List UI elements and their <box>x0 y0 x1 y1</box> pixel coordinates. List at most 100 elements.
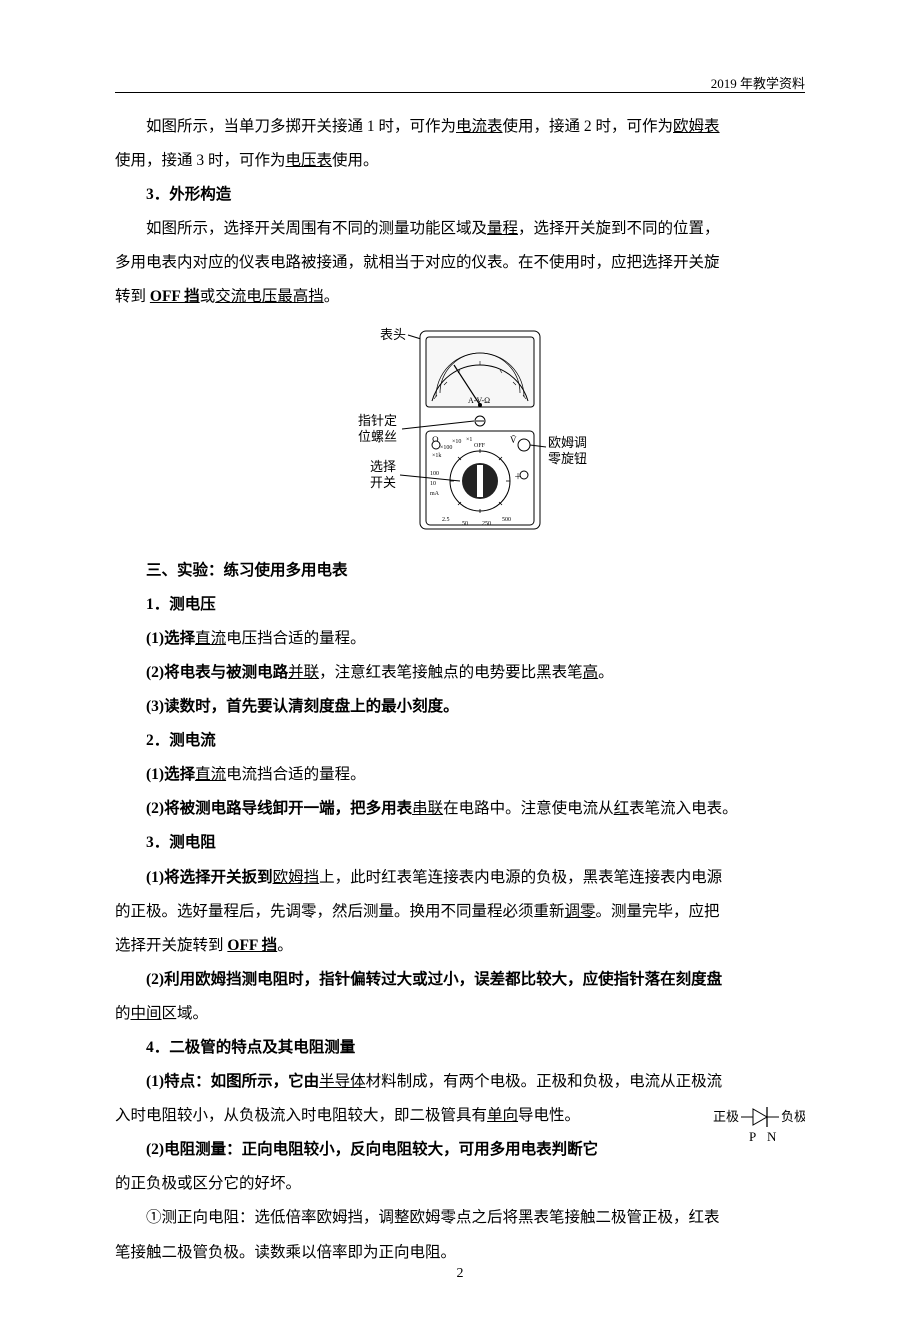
u-off: OFF 挡 <box>150 288 200 305</box>
text: 。 <box>598 664 614 681</box>
text: (1)将选择开关扳到 <box>146 869 273 886</box>
diode-n: N <box>767 1129 777 1144</box>
text: (2)将被测电路导线卸开一端，把多用表 <box>146 800 412 817</box>
d-step2a: (2)电阻测量：正向电阻较小，反向电阻较大，可用多用电表判断它 <box>115 1133 805 1167</box>
i-step1: (1)选择直流电流挡合适的量程。 <box>115 758 805 792</box>
title-measure-v: 1．测电压 <box>115 588 805 622</box>
u-parallel: 并联 <box>288 664 319 681</box>
panel-text: A-V-Ω <box>468 396 490 405</box>
header-right: 2019 年教学资料 <box>711 70 805 99</box>
u-dc-i: 直流 <box>195 766 226 783</box>
label-ohm-adj-1: 欧姆调 <box>548 435 587 450</box>
text: (2)将电表与被测电路 <box>146 664 288 681</box>
dial-ma: mA <box>430 491 440 497</box>
text: 如图所示，选择开关周围有不同的测量功能区域及 <box>146 220 487 237</box>
v-step2: (2)将电表与被测电路并联，注意红表笔接触点的电势要比黑表笔高。 <box>115 656 805 690</box>
dial-xone: ×1 <box>466 437 472 443</box>
u-voltmeter: 电压表 <box>286 152 333 169</box>
text: 导电性。 <box>518 1107 580 1124</box>
dial-100: 100 <box>430 471 439 477</box>
selector-pointer-icon <box>477 465 483 497</box>
diode-right-label: 负极 <box>781 1109 805 1124</box>
title-measure-i: 2．测电流 <box>115 724 805 758</box>
title-measure-r: 3．测电阻 <box>115 826 805 860</box>
i-step2: (2)将被测电路导线卸开一端，把多用表串联在电路中。注意使电流从红表笔流入电表。 <box>115 792 805 826</box>
u-ammeter: 电流表 <box>456 118 503 135</box>
label-selector-1: 选择 <box>370 459 396 474</box>
ohm-adjust-knob-icon <box>518 439 530 451</box>
label-head: 表头 <box>380 327 406 342</box>
u-off2: OFF 挡 <box>227 937 277 954</box>
header-rule <box>115 92 805 93</box>
text: 电流挡合适的量程。 <box>226 766 366 783</box>
text: (1)选择 <box>146 766 195 783</box>
socket-plus-label: ＋ <box>514 472 522 481</box>
dial-x10: ×10 <box>452 439 461 445</box>
r-step1b: 的正极。选好量程后，先调零，然后测量。换用不同量程必须重新调零。测量完毕，应把 <box>115 895 805 929</box>
diode-left-label: 正极 <box>713 1109 739 1124</box>
u-semi: 半导体 <box>319 1073 366 1090</box>
u-dc-v: 直流 <box>195 630 226 647</box>
text: 上，此时红表笔连接表内电源的负极，黑表笔连接表内电源 <box>319 869 722 886</box>
page-number: 2 <box>0 1259 920 1290</box>
dial-x100: ×100 <box>440 445 452 451</box>
text: 使用，接通 2 时，可作为 <box>503 118 674 135</box>
text: 使用，接通 3 时，可作为 <box>115 152 286 169</box>
u-series: 串联 <box>412 800 443 817</box>
dial-50: 50 <box>462 521 468 527</box>
dial-off: OFF <box>474 443 486 449</box>
dial-500: 500 <box>502 517 511 523</box>
dial-250: 250 <box>482 521 491 527</box>
text: 表笔流入电表。 <box>629 800 738 817</box>
text: (2)电阻测量：正向电阻较小，反向电阻较大，可用多用电表判断它 <box>146 1141 598 1158</box>
text: 转到 <box>115 288 150 305</box>
d-step1b: 入时电阻较小，从负极流入时电阻较大，即二极管具有单向导电性。 <box>115 1099 805 1133</box>
label-ohm-adj-2: 零旋钮 <box>548 451 587 466</box>
para-switch-modes: 如图所示，当单刀多掷开关接通 1 时，可作为电流表使用，接通 2 时，可作为欧姆… <box>115 110 805 144</box>
text: 。测量完毕，应把 <box>596 903 720 920</box>
figure-multimeter: 表头 A-V-Ω <box>115 325 805 548</box>
text: 入时电阻较小，从负极流入时电阻较大，即二极管具有 <box>115 1107 487 1124</box>
multimeter-svg: 表头 A-V-Ω <box>310 325 610 535</box>
r-step2a: (2)利用欧姆挡测电阻时，指针偏转过大或过小，误差都比较大，应使指针落在刻度盘 <box>115 963 805 997</box>
text: 材料制成，有两个电极。正极和负极，电流从正极流 <box>366 1073 723 1090</box>
para-shape-1: 如图所示，选择开关周围有不同的测量功能区域及量程，选择开关旋到不同的位置， <box>115 212 805 246</box>
text: 的 <box>115 1005 131 1022</box>
para-switch-modes-2: 使用，接通 3 时，可作为电压表使用。 <box>115 144 805 178</box>
title-experiment: 三、实验：练习使用多用电表 <box>115 554 805 588</box>
text: (3)读数时，首先要认清刻度盘上的最小刻度。 <box>146 698 459 715</box>
u-ohm-range: 欧姆挡 <box>273 869 320 886</box>
dial-x1: ×1k <box>432 453 441 459</box>
u-range: 量程 <box>487 220 518 237</box>
u-high: 高 <box>583 664 599 681</box>
text: 区域。 <box>162 1005 209 1022</box>
d-step2b: 的正负极或区分它的好坏。 <box>115 1167 805 1201</box>
text: (2)利用欧姆挡测电阻时，指针偏转过大或过小，误差都比较大，应使指针落在刻度盘 <box>146 971 722 988</box>
text: (1)特点：如图所示，它由 <box>146 1073 319 1090</box>
title-diode: 4．二极管的特点及其电阻测量 <box>115 1031 805 1065</box>
u-zero: 调零 <box>565 903 596 920</box>
diode-p: P <box>749 1129 756 1144</box>
label-pointer-screw-1: 指针定 <box>358 413 397 428</box>
d-step3: ①测正向电阻：选低倍率欧姆挡，调整欧姆零点之后将黑表笔接触二极管正极，红表 <box>115 1201 805 1235</box>
text: 的正极。选好量程后，先调零，然后测量。换用不同量程必须重新 <box>115 903 565 920</box>
r-step1a: (1)将选择开关扳到欧姆挡上，此时红表笔连接表内电源的负极，黑表笔连接表内电源 <box>115 861 805 895</box>
u-middle: 中间 <box>131 1005 162 1022</box>
diode-svg: 正极 负极 P N <box>713 1101 805 1149</box>
u-ohmmeter: 欧姆表 <box>673 118 720 135</box>
label-selector-2: 开关 <box>370 475 396 490</box>
u-red: 红 <box>614 800 630 817</box>
dial-10: 10 <box>430 481 436 487</box>
para-shape-3: 转到 OFF 挡或交流电压最高挡。 <box>115 280 805 314</box>
text: 。 <box>277 937 293 954</box>
text: 使用。 <box>332 152 379 169</box>
figure-diode: 正极 负极 P N <box>713 1101 805 1162</box>
d-step1a: (1)特点：如图所示，它由半导体材料制成，有两个电极。正极和负极，电流从正极流 <box>115 1065 805 1099</box>
text: 电压挡合适的量程。 <box>226 630 366 647</box>
text: 。 <box>324 288 340 305</box>
text: 选择开关旋转到 <box>115 937 227 954</box>
text: ，选择开关旋到不同的位置， <box>518 220 720 237</box>
text: ，注意红表笔接触点的电势要比黑表笔 <box>319 664 583 681</box>
v-step3: (3)读数时，首先要认清刻度盘上的最小刻度。 <box>115 690 805 724</box>
text: 在电路中。注意使电流从 <box>443 800 614 817</box>
